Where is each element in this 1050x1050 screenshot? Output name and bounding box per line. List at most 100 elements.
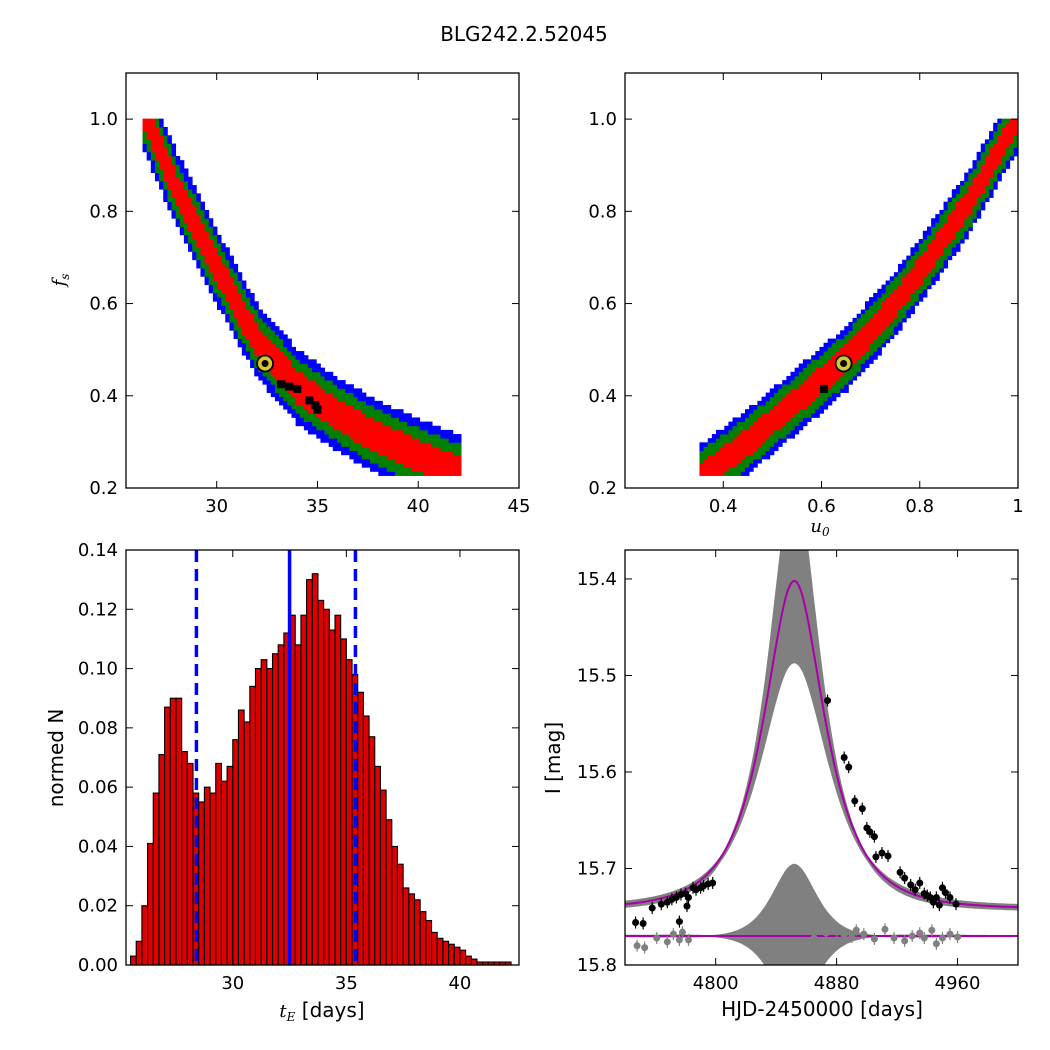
u0-fs-sigma2-cell bbox=[1005, 147, 1011, 153]
tE-fs-sigma1-cell bbox=[316, 392, 321, 398]
tE-fs-sigma2-cell bbox=[283, 388, 288, 393]
tE-fs-sigma1-cell bbox=[258, 351, 263, 356]
tE-fs-sigma3-cell bbox=[221, 305, 226, 310]
tE-fs-sigma3-cell bbox=[320, 371, 325, 377]
u0-fs-sigma3-cell bbox=[860, 309, 866, 315]
lightcurve-ytick-label: 15.7 bbox=[577, 858, 617, 879]
tE-fs-sigma1-cell bbox=[423, 458, 429, 464]
u0-fs-sigma2-cell bbox=[989, 180, 994, 186]
tE-fs-sigma2-cell bbox=[250, 355, 255, 360]
u0-fs-sigma1-cell bbox=[980, 172, 986, 178]
tE-fs-sigma1-cell bbox=[212, 255, 218, 261]
u0-fs-sigma1-cell bbox=[802, 396, 808, 402]
tE-fs-sigma2-cell bbox=[386, 458, 392, 464]
u0-fs-sigma2-cell bbox=[902, 268, 907, 273]
u0-fs-sigma2-cell bbox=[947, 247, 953, 252]
u0-fs-sigma2-cell bbox=[984, 185, 990, 190]
tE-fs-sigma3-cell bbox=[150, 168, 156, 173]
u0-fs-sigma1-cell bbox=[815, 367, 820, 373]
u0-fs-sigma1-cell bbox=[997, 147, 1002, 153]
u0-fs-sigma3-cell bbox=[724, 425, 729, 431]
u0-fs-sigma1-cell bbox=[732, 442, 738, 447]
u0-fs-sigma1-cell bbox=[798, 400, 804, 406]
u0-fs-sigma3-cell bbox=[711, 438, 717, 443]
u0-fs-sigma3-cell bbox=[707, 438, 713, 443]
tE-fs-sigma1-cell bbox=[328, 421, 334, 427]
u0-fs-sigma1-cell bbox=[852, 342, 858, 348]
u0-fs-sigma2-cell bbox=[898, 317, 903, 323]
u0-fs-sigma3-cell bbox=[773, 446, 779, 452]
u0-fs-sigma2-cell bbox=[1001, 160, 1006, 165]
data-point bbox=[866, 828, 874, 836]
tE-fs-sigma2-cell bbox=[163, 180, 168, 186]
tE-fs-sigma1-cell bbox=[287, 380, 292, 385]
tE-fs-sigma3-cell bbox=[349, 454, 354, 460]
u0-fs-sigma3-cell bbox=[869, 297, 874, 302]
tE-fs-sigma3-cell bbox=[237, 342, 243, 348]
u0-fs-sigma2-cell bbox=[906, 305, 911, 310]
tE-fs-sigma1-cell bbox=[328, 396, 334, 402]
tE-fs-sigma1-cell bbox=[192, 214, 197, 219]
u0-fs-sigma1-cell bbox=[811, 388, 816, 393]
u0-fs-sigma2-cell bbox=[864, 317, 870, 323]
tE-fs-sigma2-cell bbox=[303, 417, 309, 422]
u0-fs-sigma1-cell bbox=[984, 172, 990, 178]
tE-fs-sigma2-cell bbox=[237, 284, 243, 290]
u0-fs-sigma1-cell bbox=[769, 421, 775, 427]
u0-fs-sigma2-cell bbox=[976, 168, 982, 173]
tE-fs-sigma1-cell bbox=[299, 388, 305, 393]
data-point bbox=[935, 901, 943, 909]
u0-fs-sigma1-cell bbox=[889, 313, 895, 319]
tE-fs-sigma1-cell bbox=[196, 214, 201, 219]
u0-fs-sigma2-cell bbox=[989, 185, 994, 190]
tE-fs-sigma1-cell bbox=[167, 168, 172, 173]
u0-fs-sigma1-cell bbox=[798, 384, 804, 389]
tE-fs-sigma1-cell bbox=[390, 429, 396, 435]
u0-fs-sigma3-cell bbox=[873, 292, 878, 298]
tE-fs-sigma1-cell bbox=[345, 421, 350, 427]
tE-fs-sigma3-cell bbox=[394, 413, 400, 418]
u0-fs-sigma1-cell bbox=[769, 429, 775, 435]
tE-fs-sigma1-cell bbox=[200, 247, 205, 252]
tE-fs-sigma3-cell bbox=[324, 438, 330, 443]
tE-fs-sigma2-cell bbox=[419, 438, 425, 443]
residual-point bbox=[946, 930, 954, 938]
u0-fs-sigma1-cell bbox=[707, 454, 713, 460]
tE-fs-sigma1-cell bbox=[403, 454, 408, 460]
tE-fs-sigma2-cell bbox=[283, 351, 288, 356]
tE-fs-sigma1-cell bbox=[324, 405, 330, 410]
u0-fs-sigma1-cell bbox=[811, 384, 816, 389]
tE-fs-sigma3-cell bbox=[283, 342, 288, 348]
u0-fs-sigma1-cell bbox=[910, 288, 915, 294]
u0-fs-sigma3-cell bbox=[794, 425, 800, 431]
u0-fs-density-cells bbox=[699, 118, 1019, 476]
u0-fs-sigma3-cell bbox=[922, 234, 928, 240]
u0-fs-sigma3-cell bbox=[939, 209, 944, 215]
u0-fs-xtick-label: 0.4 bbox=[709, 496, 738, 517]
tE-fs-sigma2-cell bbox=[217, 247, 222, 252]
tE-fs-sigma2-cell bbox=[403, 471, 408, 476]
u0-fs-sigma2-cell bbox=[831, 351, 837, 356]
tE-fs-sigma1-cell bbox=[237, 317, 243, 323]
tE-fs-sigma2-cell bbox=[320, 380, 325, 385]
tE-fs-sigma1-cell bbox=[332, 417, 338, 422]
tE-fs-sigma2-cell bbox=[175, 209, 181, 215]
tE-fs-sigma1-cell bbox=[229, 292, 234, 298]
u0-fs-sigma2-cell bbox=[869, 346, 874, 352]
tE-fs-sigma1-cell bbox=[188, 226, 193, 232]
u0-fs-sigma2-cell bbox=[798, 371, 804, 377]
u0-fs-sigma1-cell bbox=[728, 463, 733, 468]
tE-fs-sigma2-cell bbox=[171, 156, 177, 161]
u0-fs-sigma2-cell bbox=[856, 359, 862, 364]
u0-fs-sigma3-cell bbox=[736, 417, 742, 422]
histogram-bar bbox=[459, 949, 467, 966]
tE-fs-sigma1-cell bbox=[399, 429, 404, 435]
tE-fs-sigma1-cell bbox=[262, 351, 268, 356]
tE-fs-sigma2-cell bbox=[312, 417, 317, 422]
u0-fs-sigma2-cell bbox=[1001, 156, 1006, 161]
tE-fs-sigma1-cell bbox=[179, 193, 185, 198]
u0-fs-sigma3-cell bbox=[815, 355, 820, 360]
tE-fs-sigma2-cell bbox=[336, 438, 342, 443]
tE-fs-sigma1-cell bbox=[415, 463, 421, 468]
tE-fs-sigma1-cell bbox=[411, 446, 416, 452]
